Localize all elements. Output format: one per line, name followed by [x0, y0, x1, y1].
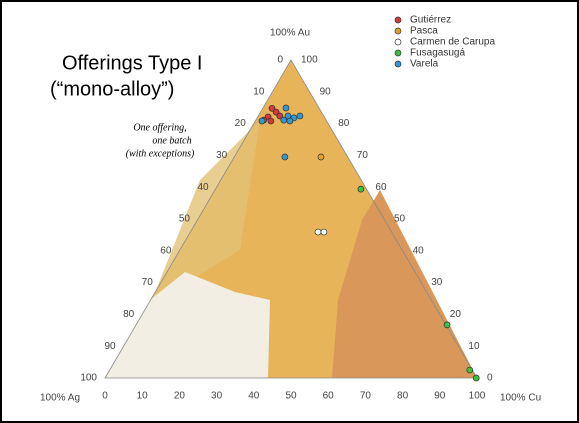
data-point — [296, 112, 304, 120]
au-tick-label: 60 — [375, 182, 387, 193]
data-point — [258, 117, 266, 125]
vertex-label: 100% Au — [270, 28, 310, 39]
ag-tick-label: 10 — [253, 86, 265, 97]
cu-tick-label: 10 — [137, 391, 149, 402]
cu-tick-label: 30 — [211, 391, 223, 402]
ag-tick-label: 0 — [277, 55, 283, 66]
ag-tick-label: 20 — [235, 118, 247, 129]
cu-tick-label: 20 — [174, 391, 186, 402]
au-tick-label: 100 — [301, 55, 318, 66]
ag-tick-label: 30 — [216, 150, 228, 161]
legend-marker — [394, 60, 402, 68]
data-point — [282, 104, 290, 112]
ag-tick-label: 100 — [80, 373, 97, 384]
vertex-label: 100% Cu — [500, 393, 541, 404]
data-point — [314, 228, 322, 236]
vertex-label: 100% Ag — [40, 393, 80, 404]
data-point — [466, 366, 474, 374]
data-point — [281, 153, 289, 161]
cu-tick-label: 40 — [248, 391, 260, 402]
au-tick-label: 70 — [357, 150, 369, 161]
cu-tick-label: 60 — [323, 391, 335, 402]
legend-marker — [394, 38, 402, 46]
legend-label: Carmen de Carupa — [410, 37, 495, 48]
data-point — [276, 112, 284, 120]
au-tick-label: 50 — [394, 214, 406, 225]
chart-subtitle: (“mono-alloy”) — [50, 78, 174, 100]
legend-marker — [394, 27, 402, 35]
legend-label: Pasca — [410, 26, 438, 37]
ag-tick-label: 60 — [160, 245, 172, 256]
au-tick-label: 30 — [431, 277, 443, 288]
data-point — [472, 374, 480, 382]
legend-label: Fusagasugá — [410, 48, 465, 59]
data-point — [357, 185, 365, 193]
cu-tick-label: 90 — [434, 391, 446, 402]
data-point — [320, 228, 328, 236]
legend-label: Varela — [410, 59, 439, 70]
annotation: (with exceptions) — [126, 148, 195, 159]
au-tick-label: 10 — [468, 341, 480, 352]
cu-tick-label: 80 — [397, 391, 409, 402]
data-point — [267, 117, 275, 125]
cu-tick-label: 100 — [469, 391, 486, 402]
cu-tick-label: 0 — [102, 391, 108, 402]
data-point — [317, 153, 325, 161]
ag-tick-label: 70 — [142, 277, 154, 288]
legend-marker — [394, 16, 402, 24]
au-tick-label: 0 — [487, 373, 493, 384]
au-tick-label: 20 — [450, 309, 462, 320]
au-tick-label: 40 — [413, 245, 425, 256]
legend-marker — [394, 49, 402, 57]
data-point — [286, 117, 294, 125]
cu-tick-label: 70 — [360, 391, 372, 402]
annotation: one batch — [152, 135, 191, 146]
cu-tick-label: 50 — [285, 391, 297, 402]
data-point — [268, 104, 276, 112]
ag-tick-label: 80 — [123, 309, 135, 320]
annotation: One offering, — [133, 122, 186, 133]
chart-title: Offerings Type I — [62, 52, 202, 74]
data-point — [280, 116, 288, 124]
ag-tick-label: 90 — [104, 341, 116, 352]
au-tick-label: 80 — [338, 118, 350, 129]
data-point — [443, 321, 451, 329]
ag-tick-label: 50 — [179, 214, 191, 225]
legend-label: Gutiérrez — [410, 15, 451, 26]
ternary-background — [104, 59, 478, 379]
ag-tick-label: 40 — [197, 182, 209, 193]
au-tick-label: 90 — [320, 86, 332, 97]
